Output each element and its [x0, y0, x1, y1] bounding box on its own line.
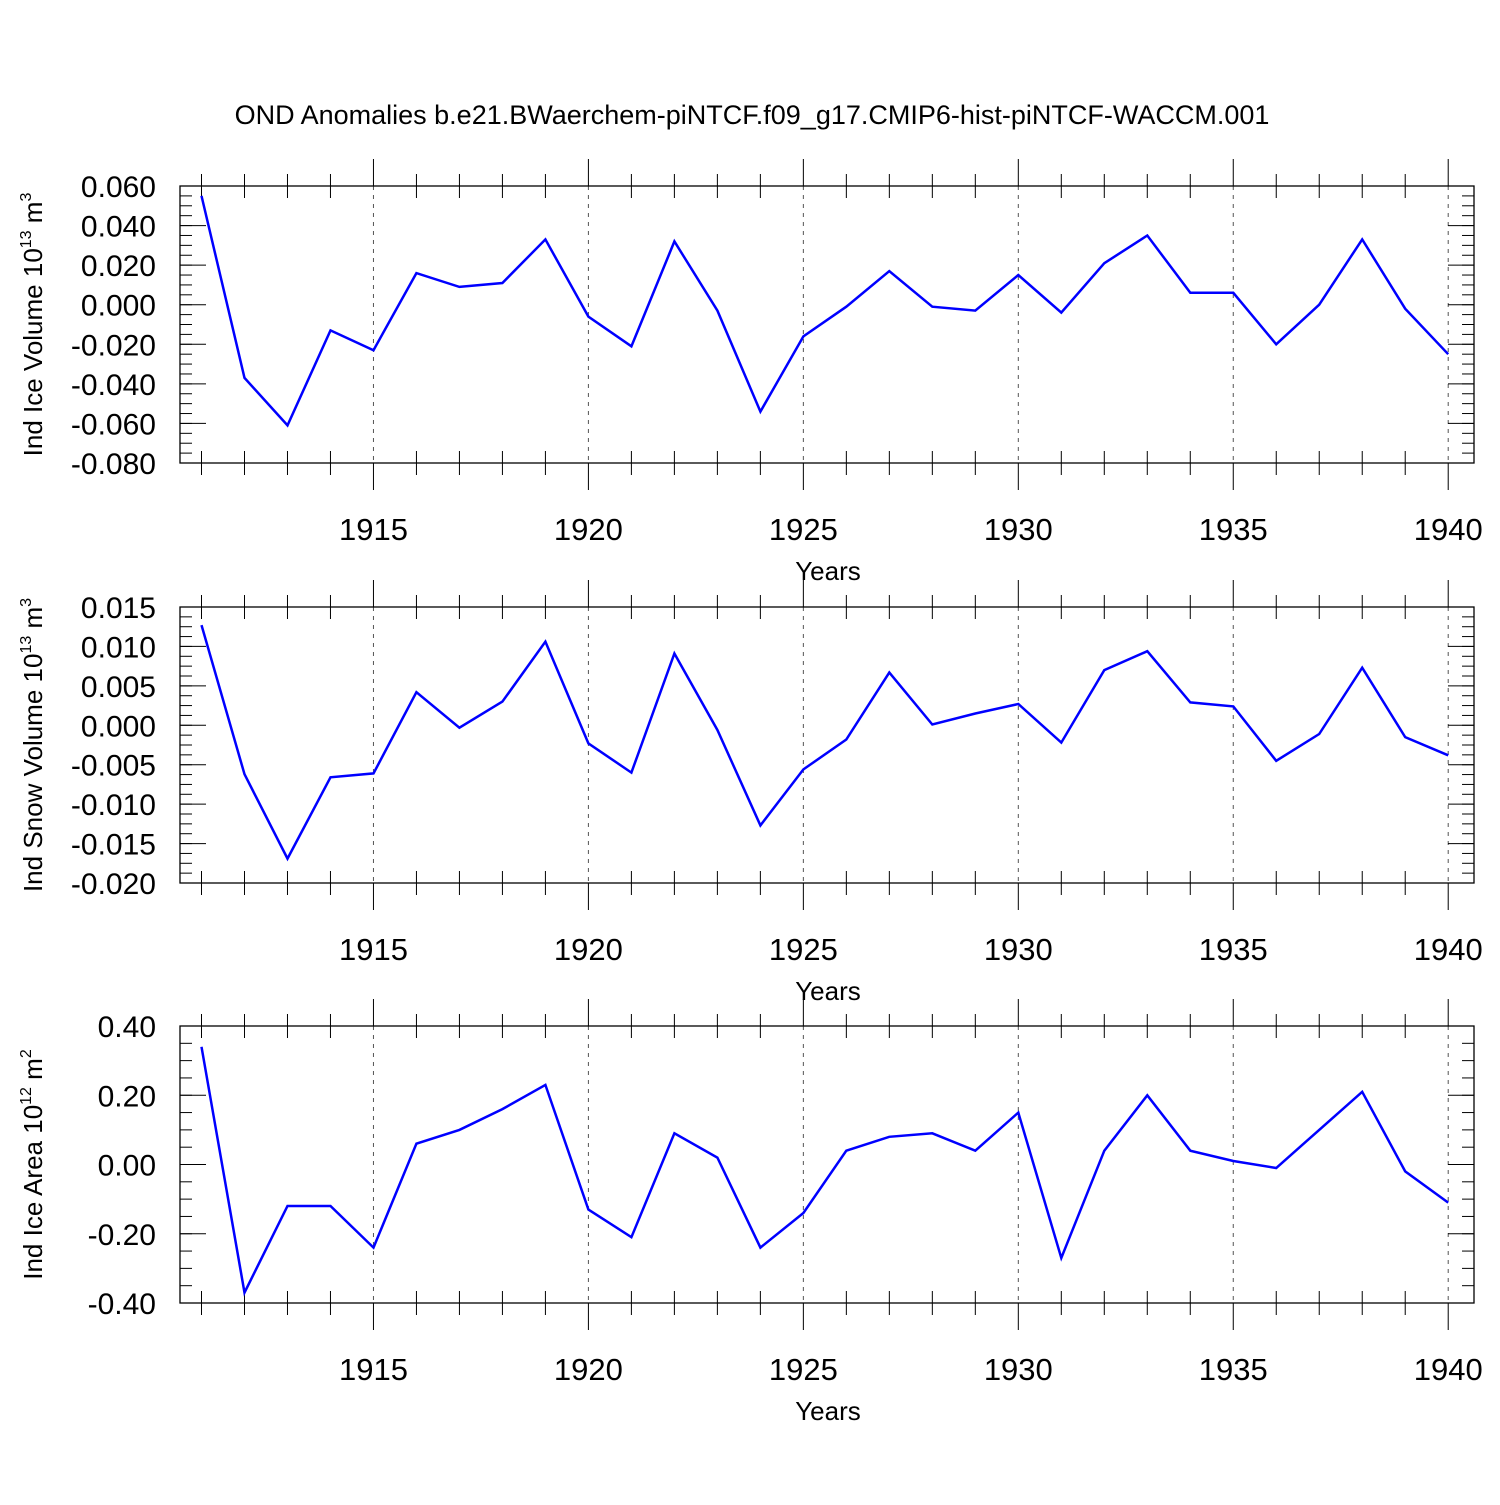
y-tick-label: -0.40 [88, 1288, 156, 1321]
x-tick-label: 1940 [1414, 512, 1483, 547]
x-tick-label: 1920 [554, 512, 623, 547]
panel-ice-volume: 0.060 0.040 0.020 0.000 -0.020 -0.040 -0.060 -0… [18, 159, 1483, 586]
y-tick-label: 0.005 [81, 671, 156, 704]
y-tick-label: -0.020 [71, 868, 156, 901]
y-tick-label: -0.015 [71, 829, 156, 862]
y-tick-label: 0.000 [81, 290, 156, 323]
y-tick-label: 0.020 [81, 250, 156, 283]
x-tick-label: 1915 [339, 512, 408, 547]
x-tick-label: 1925 [769, 932, 838, 967]
x-tick-label: 1920 [554, 1352, 623, 1387]
y-tick-label: -0.080 [71, 448, 156, 481]
x-tick-label: 1925 [769, 512, 838, 547]
y-tick-label: 0.000 [81, 710, 156, 743]
x-tick-label: 1940 [1414, 932, 1483, 967]
x-tick-label: 1920 [554, 932, 623, 967]
x-tick-label: 1935 [1199, 512, 1268, 547]
y-tick-label: 0.00 [98, 1150, 156, 1183]
x-axis-title: Years [795, 1396, 861, 1426]
x-axis-title: Years [795, 976, 861, 1006]
x-tick-label: 1935 [1199, 1352, 1268, 1387]
x-axis-title: Years [795, 556, 861, 586]
panel-ice-area: 0.40 0.20 0.00 -0.20 -0.40 1915 1920 1925 1930 19… [18, 999, 1483, 1426]
y-tick-label: -0.010 [71, 789, 156, 822]
x-tick-label: 1935 [1199, 932, 1268, 967]
y-tick-label: -0.040 [71, 369, 156, 402]
x-tick-label: 1940 [1414, 1352, 1483, 1387]
panel-snow-volume: 0.015 0.010 0.005 0.000 -0.005 -0.010 -0.015 -0… [18, 580, 1483, 1006]
x-tick-label: 1930 [984, 1352, 1053, 1387]
y-tick-label: 0.40 [98, 1011, 156, 1044]
series-line-ice-volume [200, 195, 1450, 428]
y-tick-label: -0.060 [71, 408, 156, 441]
x-tick-label: 1930 [984, 932, 1053, 967]
series-line-snow-volume [200, 624, 1449, 862]
y-tick-label: -0.20 [88, 1219, 156, 1252]
y-axis-title: Ind Snow Volume 1013 m3 [18, 598, 48, 892]
plot-frame [179, 606, 1475, 884]
x-tick-label: 1915 [339, 1352, 408, 1387]
x-tick-label: 1915 [339, 932, 408, 967]
y-tick-label: 0.015 [81, 592, 156, 625]
y-tick-label: 0.040 [81, 211, 156, 244]
y-axis-title: Ind Ice Area 1012 m2 [18, 1049, 48, 1280]
plot-frame [179, 185, 1475, 464]
y-tick-label: -0.005 [71, 750, 156, 783]
x-tick-label: 1925 [769, 1352, 838, 1387]
chart-title: OND Anomalies b.e21.BWaerchem-piNTCF.f09… [235, 100, 1270, 130]
series-line-ice-area [200, 1046, 1449, 1297]
x-tick-label: 1930 [984, 512, 1053, 547]
y-axis-title: Ind Ice Volume 1013 m3 [18, 193, 48, 457]
y-tick-label: 0.20 [98, 1080, 156, 1113]
y-tick-label: 0.060 [81, 171, 156, 204]
y-tick-label: -0.020 [71, 329, 156, 362]
y-tick-label: 0.010 [81, 631, 156, 664]
